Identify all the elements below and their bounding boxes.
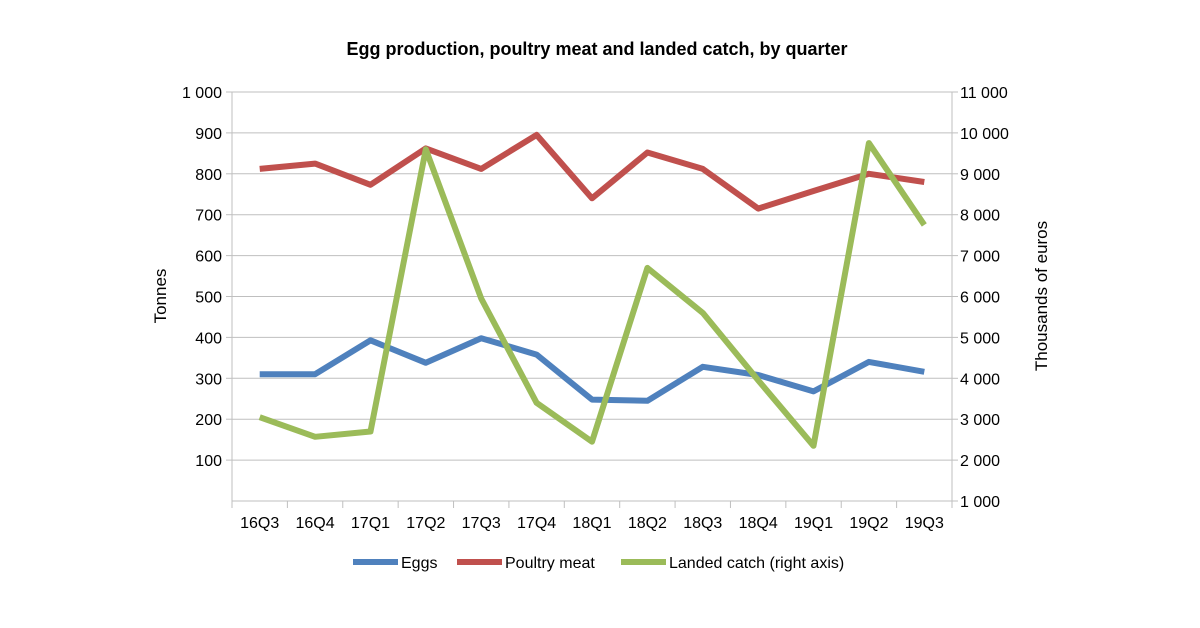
right-axis-ticks: 1 000 2 000 3 000 4 000 5 000 6 000 7 000 8 000… <box>952 85 1009 511</box>
x-tick-label-7: 18Q2 <box>628 515 667 532</box>
x-tick-label-4: 17Q3 <box>462 515 501 532</box>
legend-label-0: Eggs <box>401 555 437 572</box>
x-tick-label-12: 19Q3 <box>905 515 944 532</box>
left-tick-label-8: 900 <box>195 126 222 143</box>
x-tick-label-8: 18Q3 <box>683 515 722 532</box>
x-axis-ticks: 16Q3 16Q4 17Q1 17Q2 17Q3 17Q4 18Q1 18Q2 18Q3 18Q4… <box>231 501 953 532</box>
series-line-1 <box>259 131 925 212</box>
x-tick-label-6: 18Q1 <box>572 515 611 532</box>
series-lines <box>258 131 927 449</box>
right-tick-label-0: 1 000 <box>960 494 1000 511</box>
left-tick-label-3: 400 <box>195 330 222 347</box>
left-tick-label-9: 1 000 <box>182 85 222 102</box>
series-line-0 <box>259 335 925 404</box>
left-tick-label-5: 600 <box>195 249 222 266</box>
left-tick-label-2: 300 <box>195 371 222 388</box>
legend-label-1: Poultry meat <box>505 555 595 572</box>
y-axis-label: Tonnes <box>151 269 170 324</box>
legend: Eggs Poultry meat Landed catch (right axis… <box>353 555 844 572</box>
right-tick-label-2: 3 000 <box>960 412 1000 429</box>
right-tick-label-10: 11 000 <box>960 85 1008 102</box>
x-tick-label-10: 19Q1 <box>794 515 833 532</box>
x-tick-label-11: 19Q2 <box>849 515 888 532</box>
left-tick-label-7: 800 <box>195 167 222 184</box>
right-tick-label-5: 6 000 <box>960 290 1000 307</box>
y2-axis-label: Thousands of euros <box>1032 221 1051 371</box>
left-axis-ticks: 100 200 300 400 500 600 700 800 900 1 000 <box>182 85 232 470</box>
right-tick-label-4: 5 000 <box>960 330 1000 347</box>
x-tick-label-3: 17Q2 <box>406 515 445 532</box>
left-tick-label-4: 500 <box>195 290 222 307</box>
chart-title: Egg production, poultry meat and landed … <box>346 39 847 59</box>
x-tick-label-1: 16Q4 <box>296 515 335 532</box>
left-tick-label-1: 200 <box>195 412 222 429</box>
right-tick-label-1: 2 000 <box>960 453 1000 470</box>
right-tick-label-3: 4 000 <box>960 371 1000 388</box>
right-tick-label-9: 10 000 <box>960 126 1009 143</box>
legend-label-2: Landed catch (right axis) <box>669 555 844 572</box>
x-tick-label-5: 17Q4 <box>517 515 556 532</box>
x-tick-label-9: 18Q4 <box>739 515 778 532</box>
x-tick-label-2: 17Q1 <box>351 515 390 532</box>
right-tick-label-8: 9 000 <box>960 167 1000 184</box>
x-tick-label-0: 16Q3 <box>240 515 279 532</box>
right-tick-label-7: 8 000 <box>960 208 1000 225</box>
series-line-2 <box>258 140 927 449</box>
right-tick-label-6: 7 000 <box>960 249 1000 266</box>
left-tick-label-6: 700 <box>195 208 222 225</box>
left-tick-label-0: 100 <box>195 453 222 470</box>
gridlines <box>232 91 952 461</box>
